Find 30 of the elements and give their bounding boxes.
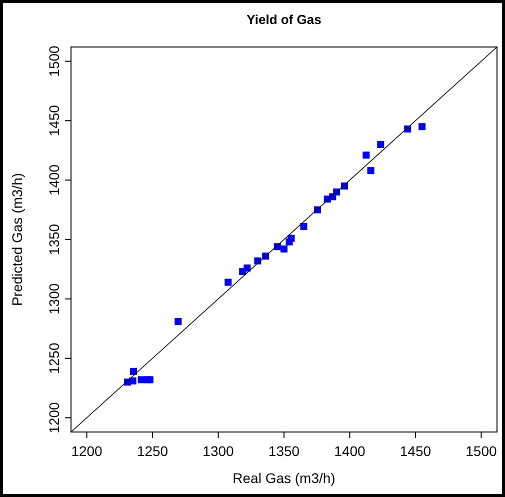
point	[146, 376, 154, 384]
x-tick-label: 1300	[202, 443, 234, 459]
y-tick-label: 1250	[46, 342, 62, 374]
point	[174, 318, 182, 325]
point	[288, 234, 295, 242]
point	[224, 278, 232, 286]
x-axis-title: Real Gas (m3/h)	[232, 470, 336, 486]
y-axis-title: Predicted Gas (m3/h)	[9, 172, 25, 306]
point	[280, 246, 288, 253]
point	[367, 167, 374, 174]
x-tick-label: 1500	[466, 443, 498, 459]
y-tick-label: 1200	[46, 402, 62, 434]
y-tick-label: 1500	[46, 45, 62, 77]
point	[130, 368, 137, 375]
x-tick-label: 1200	[71, 443, 103, 459]
x-tick-label: 1350	[268, 443, 300, 459]
y-tick-label: 1300	[46, 283, 62, 314]
x-tick-label: 1450	[400, 443, 432, 459]
point	[418, 123, 426, 130]
x-tick-label: 1400	[334, 443, 366, 459]
y-tick-label: 1350	[46, 224, 62, 256]
point	[362, 152, 370, 159]
point	[129, 377, 136, 384]
y-tick-label: 1400	[46, 164, 62, 196]
y-tick-label: 1450	[46, 104, 62, 136]
point	[244, 264, 251, 272]
chart-title: Yield of Gas	[246, 12, 322, 27]
point	[377, 140, 384, 148]
x-tick-label: 1250	[136, 443, 168, 459]
point	[300, 222, 308, 230]
